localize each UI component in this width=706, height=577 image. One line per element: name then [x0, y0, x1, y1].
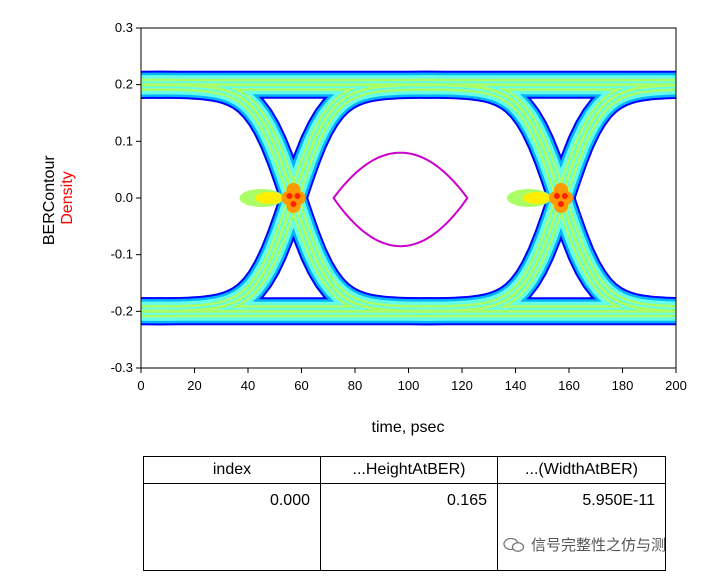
eye-trace	[141, 78, 160, 91]
table-row: 0.000 0.165 5.950E-11	[143, 483, 666, 571]
eye-trace	[141, 70, 160, 99]
column-header-height: ...HeightAtBER)	[320, 456, 498, 484]
x-tick-label: 200	[665, 378, 687, 393]
eye-trace	[141, 83, 160, 87]
y-axis-label-bercontour: BERContour	[41, 155, 58, 245]
x-tick-label: 180	[612, 378, 634, 393]
y-tick-label: 0.1	[115, 133, 133, 148]
column-header-index: index	[143, 456, 321, 484]
y-axis-label-density: Density	[59, 171, 76, 224]
table-header-row: index ...HeightAtBER) ...(WidthAtBER)	[143, 456, 666, 484]
watermark-text: 信号完整性之仿与测	[531, 536, 667, 554]
y-axis-label: BERContour Density	[41, 151, 76, 245]
eye-trace	[141, 81, 160, 89]
eye-trace	[141, 307, 160, 315]
cell-width-at-ber: 5.950E-11	[497, 483, 666, 571]
y-tick-label: -0.1	[111, 247, 133, 262]
x-tick-label: 100	[398, 378, 420, 393]
cell-height-at-ber: 0.165	[320, 483, 498, 571]
y-tick-label: -0.3	[111, 360, 133, 375]
ber-contour-line	[332, 151, 469, 248]
y-tick-label: 0.3	[115, 20, 133, 35]
x-tick-label: 140	[505, 378, 527, 393]
wechat-icon	[503, 537, 525, 552]
crossing-hotspot	[561, 193, 568, 199]
eye-trace	[695, 85, 706, 312]
x-tick-label: 20	[187, 378, 201, 393]
eye-trace	[695, 85, 706, 312]
y-tick-label: 0.2	[115, 77, 133, 92]
eye-trace	[695, 85, 706, 312]
eye-trace	[141, 305, 160, 318]
density-plot	[141, 70, 706, 326]
eye-trace	[141, 309, 160, 313]
eye-trace	[695, 85, 706, 312]
watermark: 信号完整性之仿与测	[503, 534, 666, 555]
y-tick-label: -0.2	[111, 303, 133, 318]
eye-trace	[695, 85, 706, 312]
x-tick-label: 0	[137, 378, 144, 393]
crossing-hotspot	[557, 201, 564, 207]
eye-trace	[141, 75, 160, 95]
eye-trace	[695, 85, 706, 312]
eye-trace	[141, 301, 160, 321]
eye-trace	[141, 299, 160, 324]
x-tick-label: 60	[294, 378, 308, 393]
eye-trace	[695, 85, 706, 312]
x-axis-label: time, psec	[372, 419, 445, 436]
axes: 0 20 40 60 80 100 120 140 160 180 200 0.3 0.2 0.1 0.0 -…	[111, 20, 687, 393]
eye-trace	[695, 85, 706, 312]
eye-trace	[141, 297, 160, 326]
column-header-width: ...(WidthAtBER)	[497, 456, 666, 484]
x-tick-label: 40	[241, 378, 255, 393]
eye-trace	[695, 85, 706, 312]
x-tick-label: 120	[451, 378, 473, 393]
ber-contour	[332, 151, 469, 248]
x-tick-label: 80	[348, 378, 362, 393]
crossing-hotspot	[553, 193, 560, 199]
eye-trace	[141, 72, 160, 97]
eye-trace	[695, 85, 706, 312]
eye-trace	[695, 85, 706, 312]
eye-trace	[695, 85, 706, 312]
results-table: index ...HeightAtBER) ...(WidthAtBER) 0.…	[143, 456, 666, 571]
crossing-hotspot	[522, 192, 551, 204]
crossing-hotspot	[294, 193, 301, 199]
y-tick-label: 0.0	[115, 190, 133, 205]
crossing-hotspot	[255, 192, 284, 204]
crossing-hotspot	[286, 193, 293, 199]
x-tick-label: 160	[558, 378, 580, 393]
cell-index: 0.000	[143, 483, 321, 571]
crossing-hotspot	[290, 201, 297, 207]
eye-diagram-chart: 0 20 40 60 80 100 120 140 160 180 200 0.3 0.2 0.1 0.0 -…	[41, 20, 706, 436]
